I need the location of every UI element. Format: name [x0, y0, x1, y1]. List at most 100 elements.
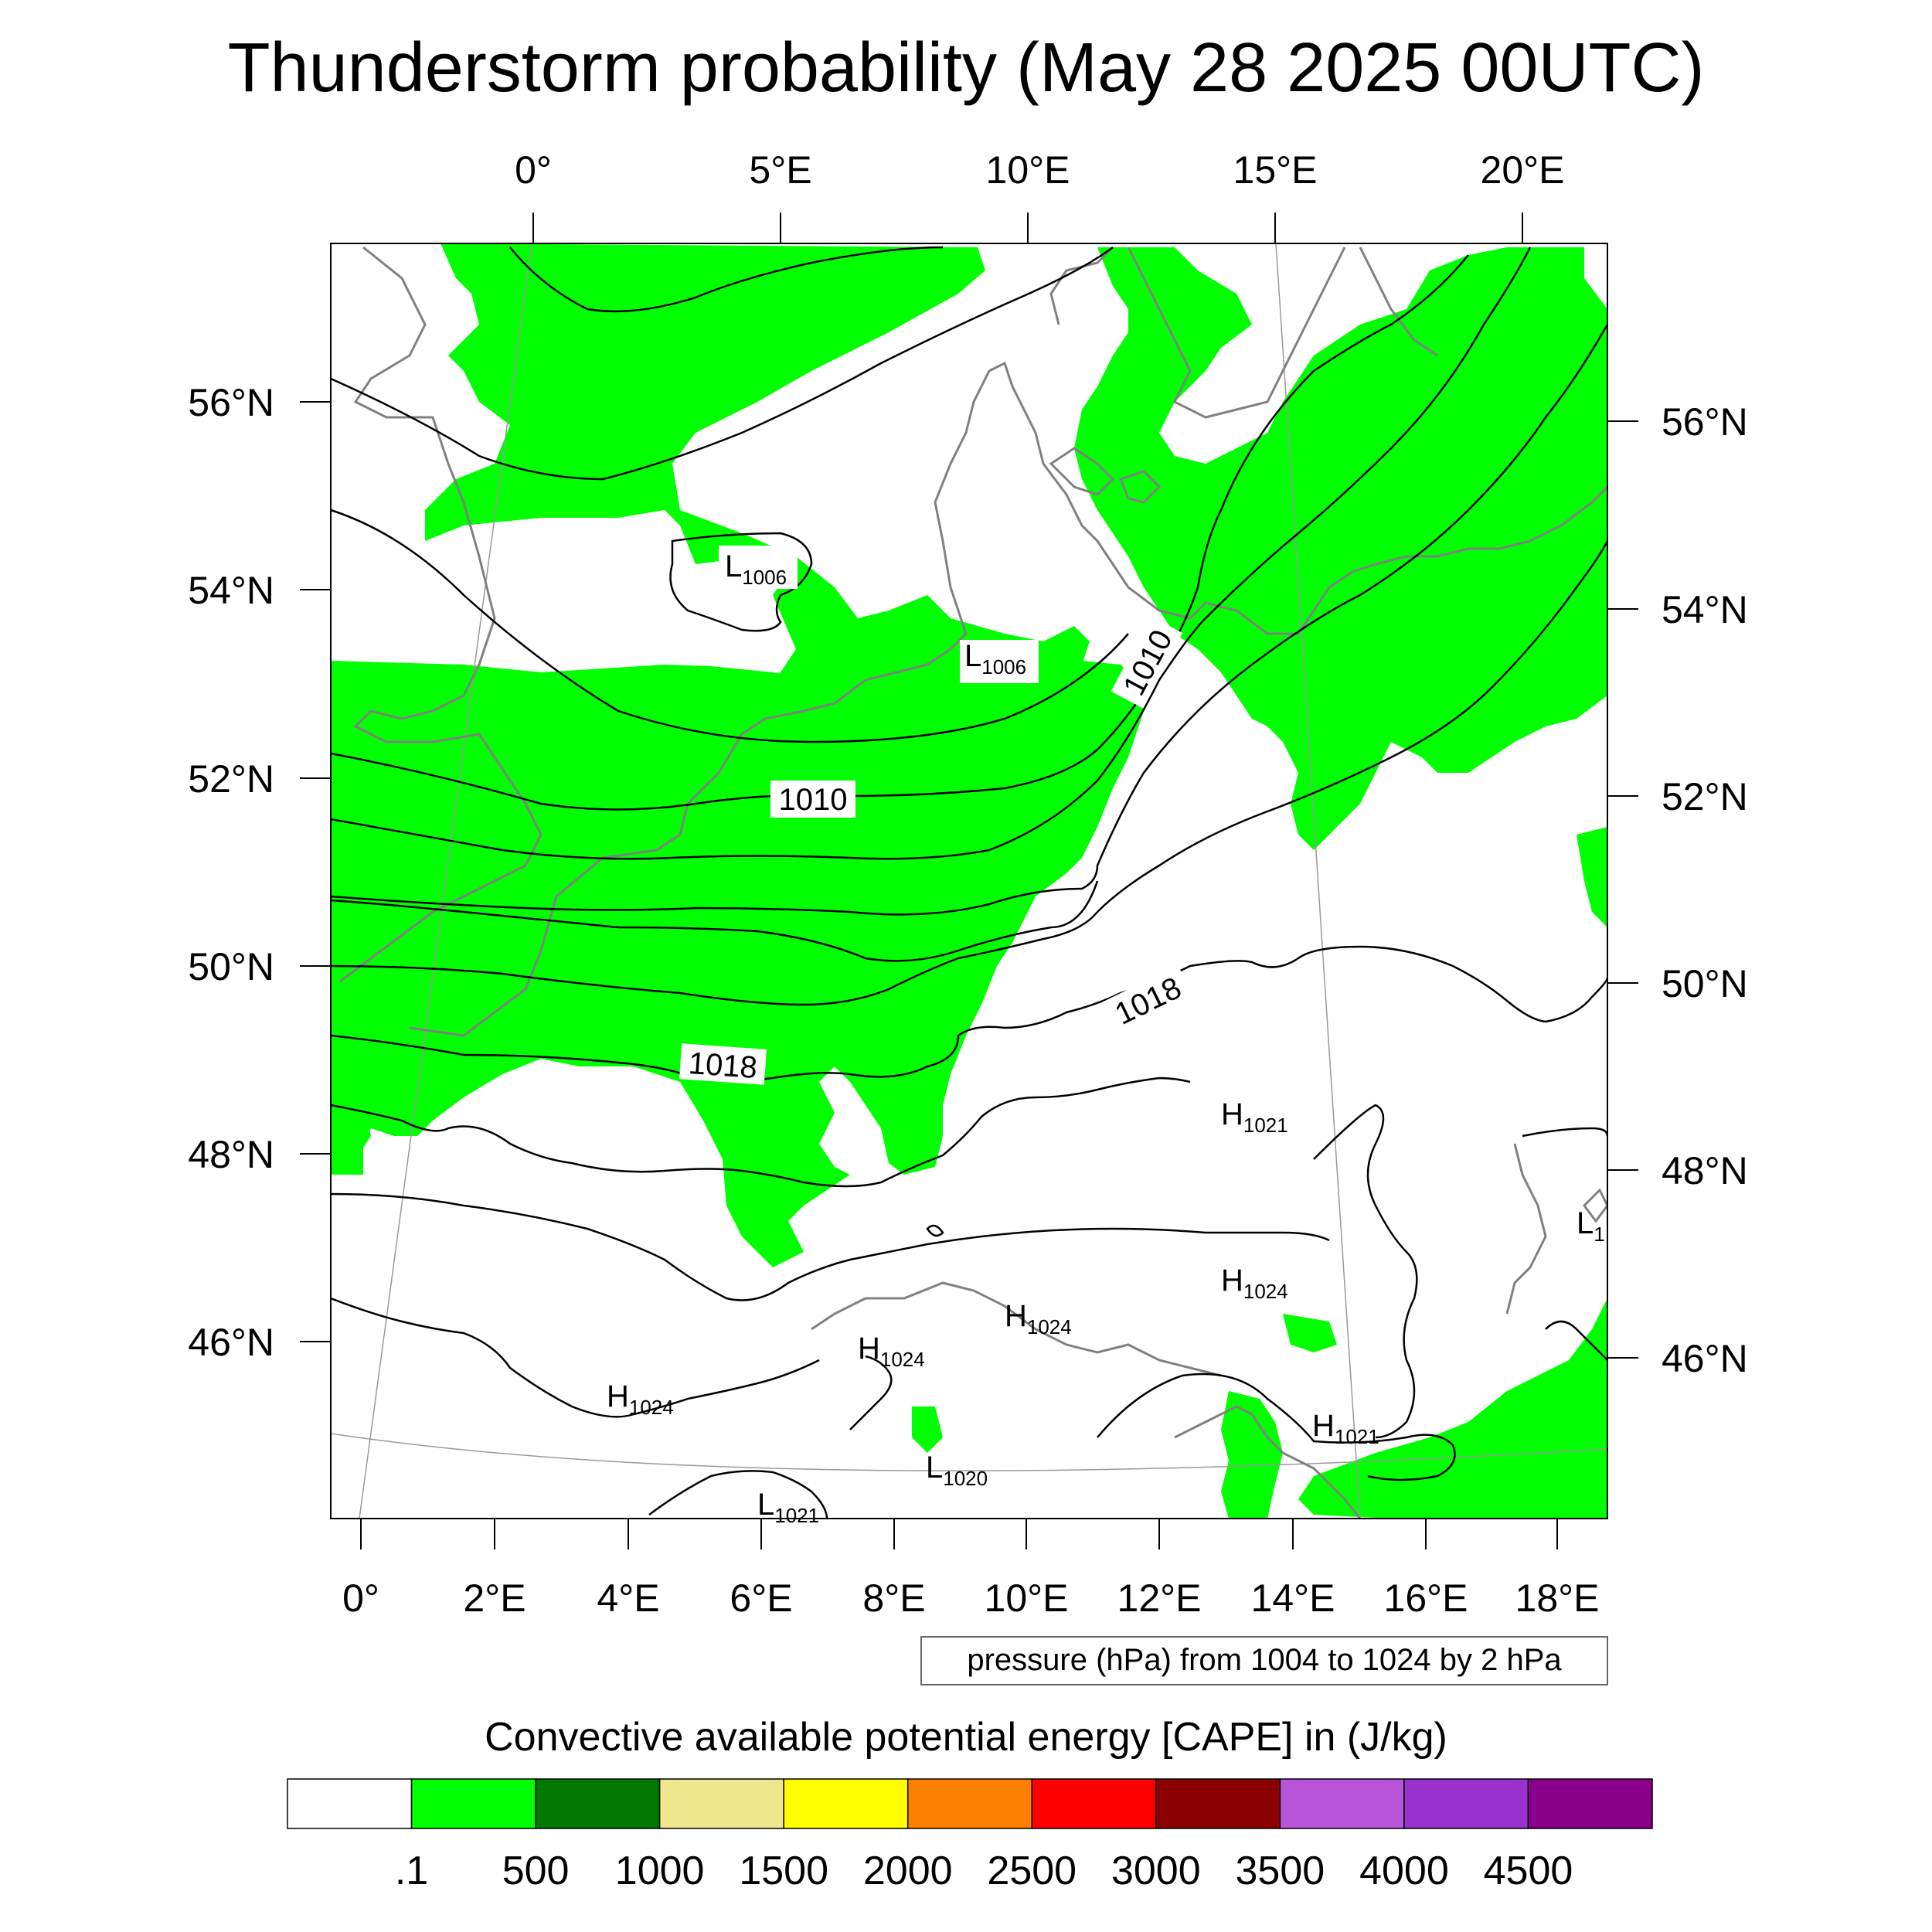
- cape-region-switz-small: [912, 1406, 943, 1453]
- isobar-label-rotated: 1018: [679, 1043, 767, 1085]
- colorbar-box: [287, 1778, 413, 1829]
- map-panel: 1010 1010 1018 1018 L1006 L1006 H1021 H1…: [330, 243, 1608, 1527]
- colorbar-label: 500: [502, 1849, 570, 1893]
- pressure-center-low: L1006: [725, 549, 787, 589]
- isobar-line: [331, 1077, 1191, 1188]
- left-lat-axis: 56°N 54°N 52°N 50°N 48°N 46°N: [188, 381, 331, 1364]
- pressure-center-high: H1021: [1221, 1097, 1288, 1137]
- bottom-lon-label: 2°E: [463, 1577, 526, 1620]
- bottom-lon-label: 12°E: [1117, 1577, 1202, 1620]
- cape-fill-layer: [331, 243, 1607, 1519]
- right-lat-label: 46°N: [1662, 1337, 1748, 1380]
- coastline-continent: [409, 361, 1607, 1037]
- pressure-center-high: H1024: [607, 1379, 674, 1419]
- isobar-label-box: [770, 781, 855, 818]
- bottom-lon-label: 16°E: [1384, 1577, 1468, 1620]
- cape-region-west-france-edge: [331, 1105, 371, 1159]
- cape-region-central-europe: [331, 661, 1144, 1267]
- figure-title: Thunderstorm probability (May 28 2025 00…: [228, 29, 1705, 107]
- colorbar-title: Convective available potential energy [C…: [485, 1715, 1447, 1760]
- top-lon-label: 0°: [515, 148, 552, 192]
- top-lon-label: 10°E: [986, 148, 1070, 192]
- cape-region-baltic: [1074, 247, 1607, 850]
- coastline-adriatic: [1174, 1405, 1362, 1519]
- meridian-line: [1275, 243, 1361, 1519]
- pressure-center-high: H1024: [858, 1332, 925, 1371]
- right-lat-axis: 56°N 54°N 52°N 50°N 48°N 46°N: [1607, 400, 1748, 1380]
- isobar-line: [926, 1224, 944, 1237]
- colorbar-box: [1279, 1778, 1405, 1829]
- lake-balaton: [1583, 1188, 1607, 1223]
- colorbar-box: [1403, 1778, 1529, 1829]
- isobar-line: [331, 945, 1607, 1081]
- isobar-line: [849, 1355, 893, 1430]
- contour-note-box: [920, 1636, 1608, 1685]
- colorbar-label: 2000: [863, 1849, 953, 1893]
- colorbar-box: [410, 1778, 536, 1829]
- colorbar-box: [783, 1778, 909, 1829]
- colorbar-label: .1: [395, 1849, 428, 1893]
- right-lat-label: 52°N: [1662, 775, 1748, 818]
- bottom-lon-label: 6°E: [730, 1577, 792, 1620]
- colorbar-boxes: [287, 1778, 1653, 1829]
- isobar-line: [331, 324, 1607, 916]
- right-lat-label: 56°N: [1662, 400, 1748, 444]
- bottom-lon-label: 8°E: [862, 1577, 925, 1620]
- colorbar-label: 3000: [1111, 1849, 1201, 1893]
- colorbar-box: [535, 1778, 661, 1829]
- bottom-lon-label: 4°E: [597, 1577, 659, 1620]
- isobar-line: [1545, 1320, 1607, 1361]
- bottom-lon-label: 0°: [342, 1577, 379, 1620]
- right-lat-label: 54°N: [1662, 588, 1748, 631]
- isobar-line: [648, 1470, 828, 1519]
- isobar-line: [331, 1192, 1330, 1301]
- pressure-centers: L1006 L1006 H1021 H1024 H1024 H1024 H102…: [607, 546, 1605, 1527]
- coastline-denmark-islands: [1049, 447, 1162, 504]
- colorbar-labels: .1 500 1000 1500 2000 2500 3000 3500 4000 4500: [395, 1849, 1573, 1893]
- colorbar-label: 2500: [987, 1849, 1077, 1893]
- right-lat-label: 50°N: [1662, 962, 1748, 1005]
- pressure-center-low: L1006: [964, 639, 1026, 679]
- pressure-center-low: L1: [1577, 1206, 1605, 1246]
- pressure-center-box: [960, 640, 1039, 683]
- isobar-line: [331, 246, 1114, 481]
- bottom-lon-label: 10°E: [985, 1577, 1069, 1620]
- colorbar-label: 4500: [1484, 1849, 1573, 1893]
- cape-region-north-sea: [425, 243, 1090, 723]
- colorbar-label: 4000: [1359, 1849, 1449, 1893]
- cape-region-poland-east: [1577, 827, 1607, 927]
- parallel-line: [331, 1433, 1607, 1471]
- isobar-line: [331, 509, 1129, 743]
- isobar-line: [331, 540, 1607, 1006]
- pressure-center-low: L1021: [757, 1488, 819, 1527]
- colorbar-label: 1000: [615, 1849, 705, 1893]
- top-lon-axis: 0° 5°E 10°E 15°E 20°E: [515, 148, 1564, 243]
- left-lat-label: 50°N: [188, 945, 274, 988]
- isobar-label: 1010: [779, 783, 848, 817]
- colorbar-label: 3500: [1236, 1849, 1325, 1893]
- pressure-center-box: [719, 546, 798, 589]
- isobar-line: [331, 880, 1099, 962]
- bottom-lon-axis: 0° 2°E 4°E 6°E 8°E 10°E 12°E 14°E 16°E 1…: [342, 1519, 1599, 1620]
- left-lat-label: 52°N: [188, 757, 274, 801]
- isobar-label-box: [1101, 964, 1194, 1035]
- isobar-line: [509, 246, 944, 313]
- pressure-center-high: H1024: [1221, 1264, 1288, 1303]
- isobar-layer: [331, 246, 1607, 1519]
- left-lat-label: 48°N: [188, 1133, 274, 1176]
- cape-region-hungary: [1298, 1236, 1607, 1519]
- colorbar-label: 1500: [739, 1849, 828, 1893]
- colorbar-box: [1031, 1778, 1157, 1829]
- isobar-line: [1313, 1104, 1418, 1439]
- colorbar: Convective available potential energy [C…: [287, 1715, 1653, 1893]
- coastline-scandinavia: [1049, 246, 1438, 419]
- isobar-line: [331, 247, 1532, 860]
- left-lat-label: 54°N: [188, 569, 274, 612]
- contour-note: pressure (hPa) from 1004 to 1024 by 2 hP…: [920, 1636, 1608, 1685]
- colorbar-box: [906, 1778, 1033, 1829]
- left-lat-label: 56°N: [188, 381, 274, 424]
- isobar-line: [331, 254, 1469, 811]
- top-lon-label: 20°E: [1481, 148, 1565, 192]
- right-lat-label: 48°N: [1662, 1149, 1748, 1192]
